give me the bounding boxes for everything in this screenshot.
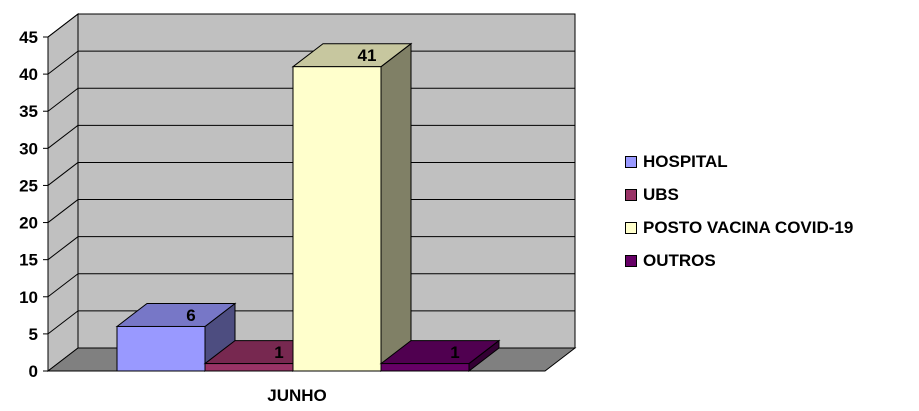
legend-label-outros: OUTROS — [643, 250, 716, 270]
legend-item-outros: OUTROS — [625, 244, 853, 277]
y-tick-label: 45 — [19, 28, 38, 47]
data-label: 6 — [186, 306, 195, 325]
data-labels: 6 1 41 1 — [186, 46, 459, 362]
legend-label-ubs: UBS — [643, 184, 679, 204]
y-tick-label: 10 — [19, 288, 38, 307]
gridline-side — [47, 162, 79, 186]
data-label: 1 — [274, 343, 283, 362]
y-tick-label: 0 — [29, 362, 38, 381]
chart-side-wall — [47, 12, 79, 373]
legend-label-hospital: HOSPITAL — [643, 151, 728, 171]
bars — [115, 42, 501, 373]
bar-front-face — [380, 363, 470, 372]
gridline-side — [47, 87, 79, 112]
bar-posto-vacina-covid-19 — [291, 42, 413, 373]
gridline-side — [47, 124, 79, 149]
y-tick-label: 20 — [19, 214, 38, 233]
bar-front-face — [292, 66, 382, 372]
y-tick-label: 15 — [19, 251, 38, 270]
legend-swatch-posto-vacina — [625, 221, 637, 234]
legend-swatch-hospital — [625, 155, 637, 168]
legend: HOSPITAL UBS POSTO VACINA COVID-19 OUTRO… — [625, 145, 853, 277]
gridline-side — [47, 199, 79, 223]
gridline-side — [47, 236, 79, 261]
bar-front-face — [116, 325, 206, 372]
gridline-side — [47, 13, 79, 38]
bar-outros — [379, 339, 501, 373]
gridline-side — [47, 310, 79, 335]
y-tick-label: 30 — [19, 139, 38, 158]
legend-item-hospital: HOSPITAL — [625, 145, 853, 178]
legend-item-ubs: UBS — [625, 178, 853, 211]
y-tick-label: 25 — [19, 176, 38, 195]
y-tick-label: 5 — [29, 325, 38, 344]
gridline-side — [47, 273, 79, 298]
bar-side-face — [380, 42, 412, 373]
legend-label-posto-vacina: POSTO VACINA COVID-19 — [643, 217, 854, 237]
data-label: 1 — [450, 343, 459, 362]
bar-front-face — [204, 363, 294, 372]
legend-item-posto-vacina: POSTO VACINA COVID-19 — [625, 211, 853, 244]
legend-swatch-outros — [625, 254, 637, 267]
legend-swatch-ubs — [625, 188, 637, 201]
y-tick-label: 40 — [19, 65, 38, 84]
x-category-label: JUNHO — [267, 386, 327, 405]
y-tick-label: 35 — [19, 102, 38, 121]
bar-hospital — [115, 302, 237, 373]
gridline-side — [47, 50, 79, 75]
data-label: 41 — [358, 46, 377, 65]
y-axis-ticks: 0 5 10 15 20 25 30 35 40 45 — [19, 28, 48, 381]
